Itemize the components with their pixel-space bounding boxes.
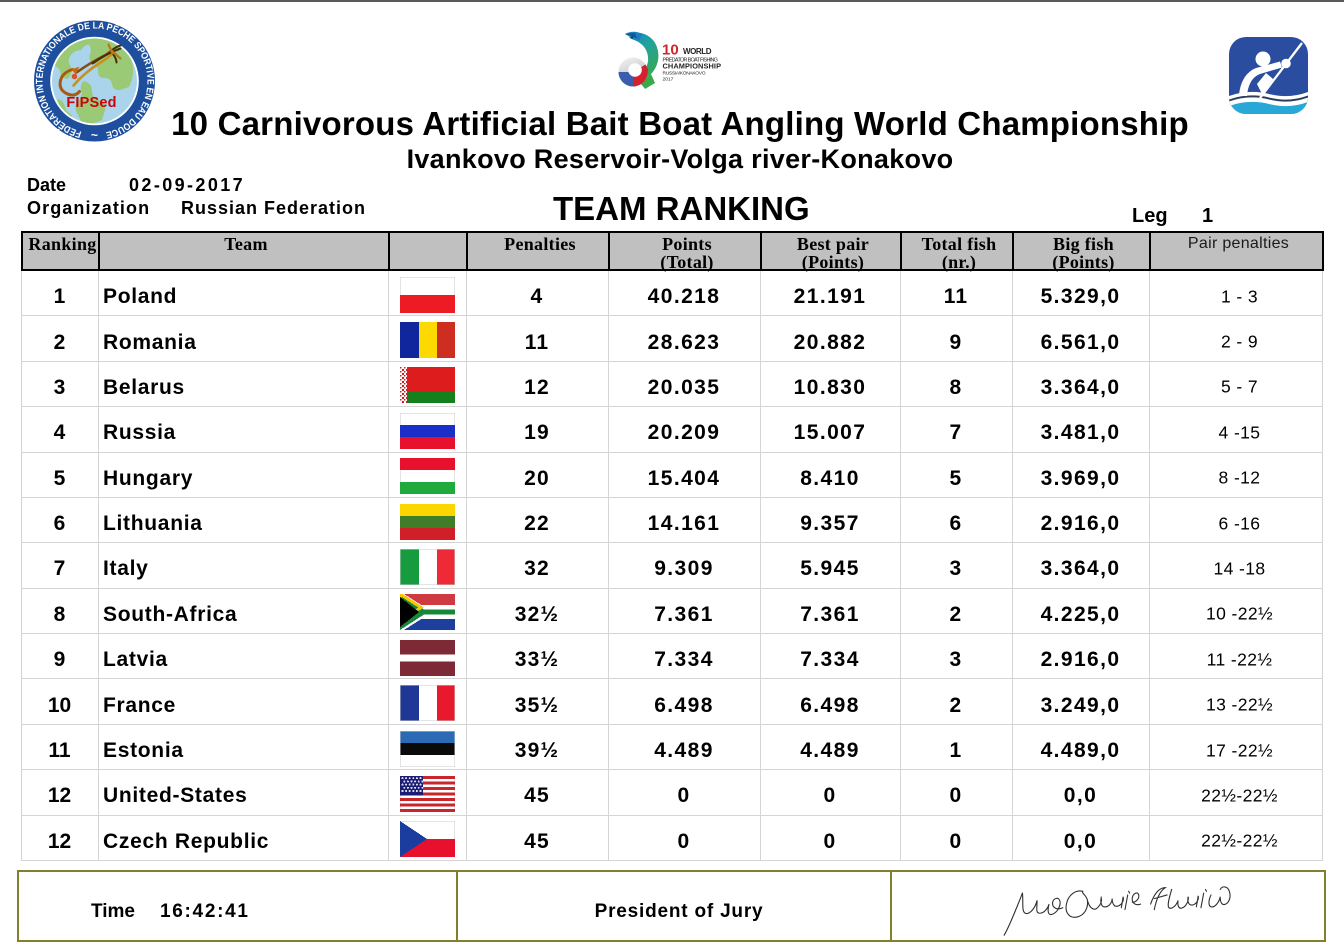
svg-text:FIPSed: FIPSed [66,95,116,111]
svg-text:2017: 2017 [663,77,674,83]
svg-text:10: 10 [662,42,679,59]
svg-text:PREDATOR BOAT FISHING: PREDATOR BOAT FISHING [663,58,719,64]
svg-text:CHAMPIONSHIP: CHAMPIONSHIP [663,62,722,71]
svg-text:WORLD: WORLD [683,47,712,56]
svg-text:~: ~ [91,128,98,142]
svg-text:RUSSIA/KONAKOVO: RUSSIA/KONAKOVO [663,71,706,77]
